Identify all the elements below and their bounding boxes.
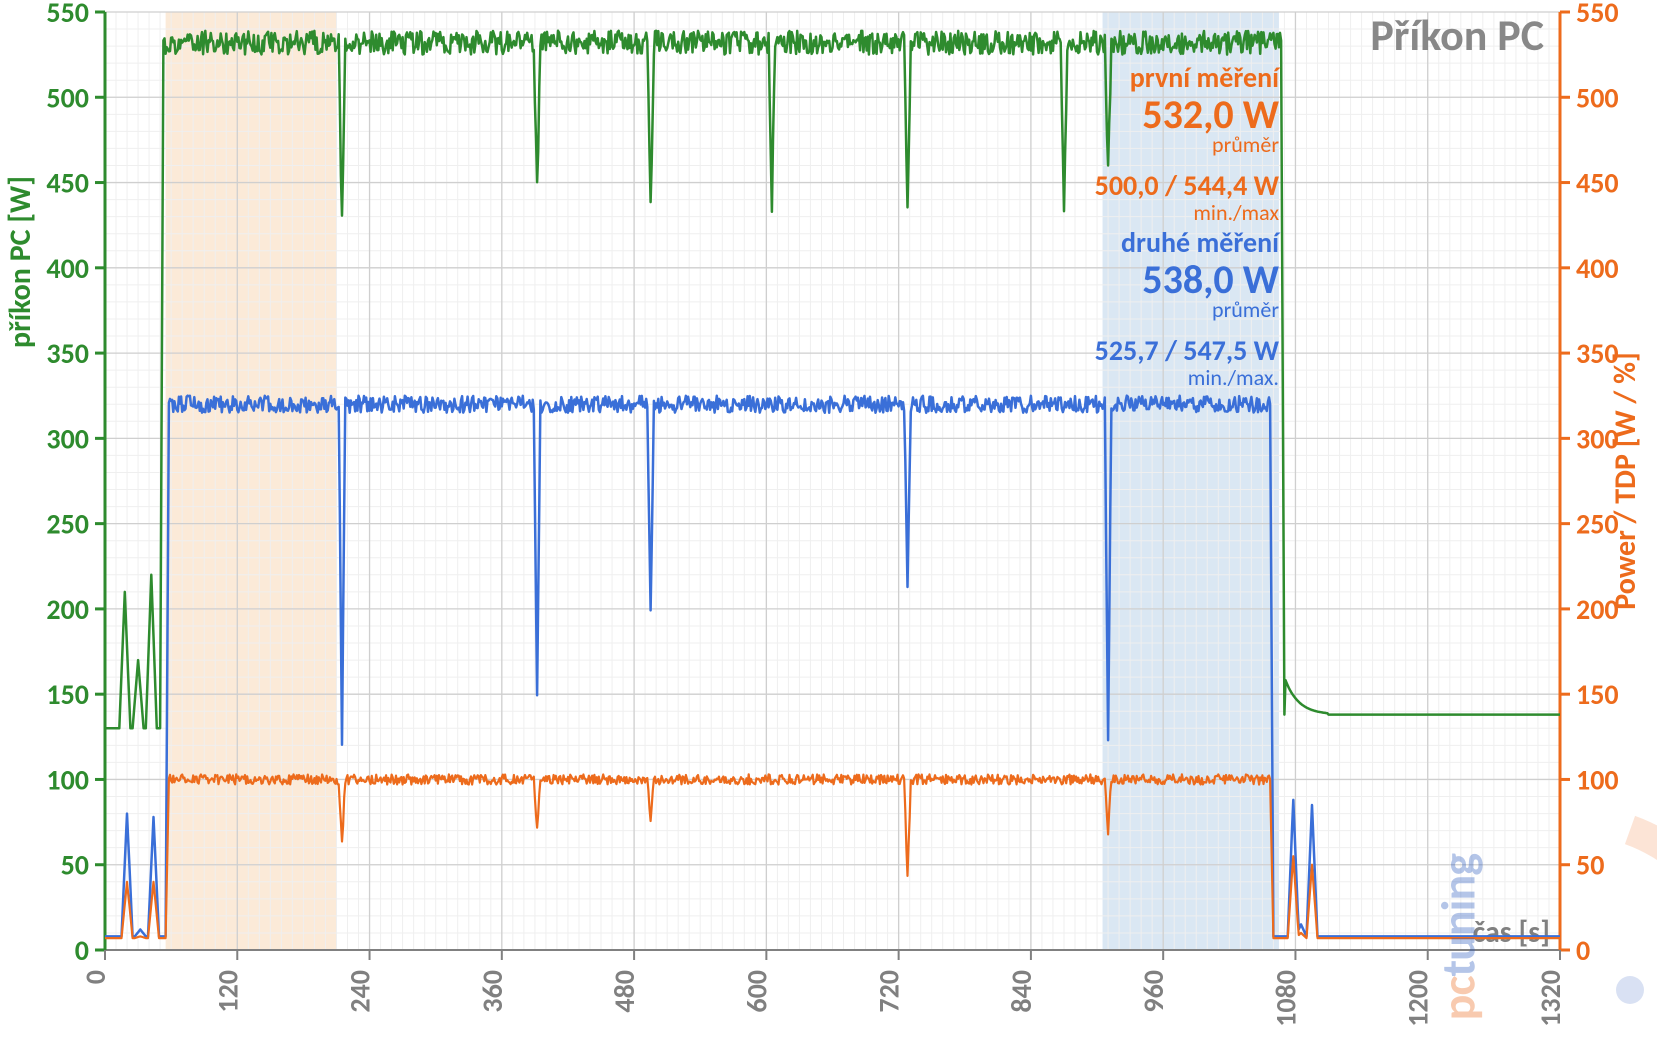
svg-text:400: 400 — [1576, 251, 1619, 286]
svg-text:50: 50 — [61, 848, 89, 883]
svg-text:840: 840 — [1004, 970, 1039, 1013]
chart-svg: 050100150200250300350400450500550příkon … — [0, 0, 1657, 1044]
svg-text:720: 720 — [872, 970, 907, 1013]
svg-text:450: 450 — [1576, 166, 1619, 201]
svg-text:550: 550 — [1576, 0, 1619, 30]
svg-text:200: 200 — [46, 592, 89, 627]
annotation-first-minmax: 500,0 / 544,4 W — [1095, 168, 1279, 203]
svg-text:350: 350 — [46, 336, 89, 371]
svg-text:250: 250 — [46, 507, 89, 542]
annotation-first-measurement: první měření 532,0 W průměr 500,0 / 544,… — [1095, 60, 1279, 226]
svg-text:0: 0 — [75, 933, 89, 968]
svg-text:960: 960 — [1136, 970, 1171, 1013]
svg-text:100: 100 — [46, 762, 89, 797]
annotation-second-value: 538,0 W — [1095, 260, 1279, 300]
svg-text:Power / TDP [W / %]: Power / TDP [W / %] — [1607, 352, 1644, 609]
svg-text:500: 500 — [1576, 80, 1619, 115]
svg-text:300: 300 — [46, 421, 89, 456]
svg-text:150: 150 — [1576, 677, 1619, 712]
svg-text:150: 150 — [46, 677, 89, 712]
svg-text:600: 600 — [739, 970, 774, 1013]
svg-text:120: 120 — [210, 970, 245, 1013]
chart-title: Příkon PC — [1370, 8, 1544, 62]
svg-text:400: 400 — [46, 251, 89, 286]
annotation-second-measurement: druhé měření 538,0 W průměr 525,7 / 547,… — [1095, 225, 1279, 391]
svg-text:1080: 1080 — [1268, 970, 1303, 1027]
annotation-second-minmax: 525,7 / 547,5 W — [1095, 333, 1279, 368]
chart-container: 050100150200250300350400450500550příkon … — [0, 0, 1657, 1044]
svg-text:0: 0 — [78, 970, 113, 984]
svg-text:500: 500 — [46, 80, 89, 115]
svg-text:příkon PC [W]: příkon PC [W] — [2, 176, 39, 348]
svg-text:450: 450 — [46, 166, 89, 201]
annotation-second-minmax-sub: min./max. — [1095, 364, 1279, 391]
svg-text:360: 360 — [475, 970, 510, 1013]
svg-text:100: 100 — [1576, 762, 1619, 797]
svg-text:240: 240 — [343, 970, 378, 1013]
annotation-first-minmax-sub: min./max — [1095, 199, 1279, 226]
svg-text:480: 480 — [607, 970, 642, 1013]
svg-text:0: 0 — [1576, 933, 1590, 968]
svg-text:50: 50 — [1576, 848, 1604, 883]
watermark-logo: pctuning — [1428, 854, 1487, 1020]
svg-text:1320: 1320 — [1533, 970, 1568, 1027]
annotation-first-value: 532,0 W — [1095, 95, 1279, 135]
svg-text:550: 550 — [46, 0, 89, 30]
